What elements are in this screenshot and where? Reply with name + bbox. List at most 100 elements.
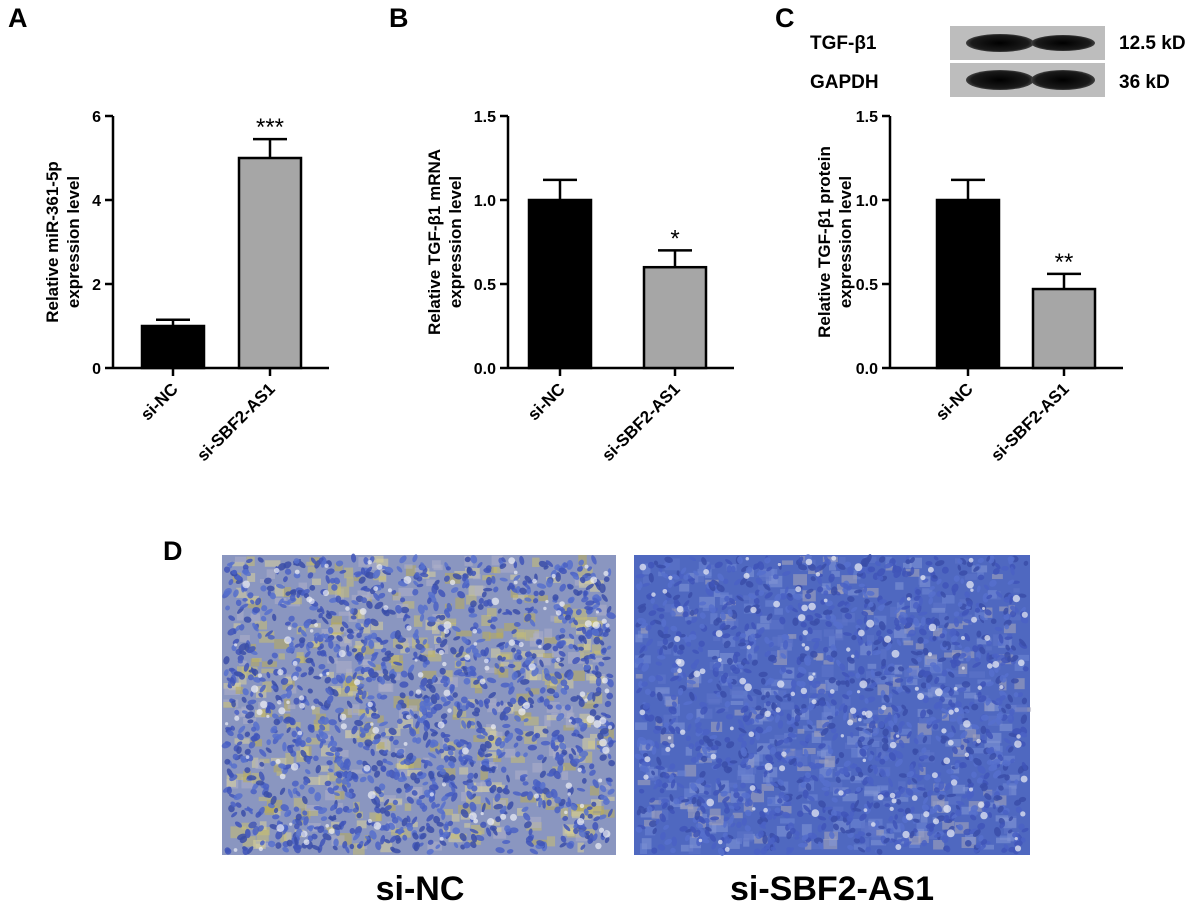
tissue-patch: [873, 615, 887, 626]
tissue-gap: [443, 628, 450, 634]
cell-nucleus: [823, 646, 829, 653]
cell-nucleus: [275, 584, 285, 589]
cell-nucleus: [313, 698, 320, 704]
cell-nucleus: [573, 828, 579, 835]
cell-nucleus: [502, 840, 511, 844]
cell-nucleus: [238, 725, 246, 734]
cell-nucleus: [531, 653, 537, 659]
tissue-patch: [530, 649, 545, 658]
cell-nucleus: [899, 739, 905, 749]
tissue-patch: [226, 775, 237, 787]
cell-nucleus: [223, 669, 229, 677]
cell-nucleus: [486, 677, 497, 684]
tissue-patch: [844, 742, 856, 750]
cell-nucleus: [926, 709, 934, 715]
cell-nucleus: [573, 823, 578, 829]
cell-nucleus: [680, 567, 687, 575]
cell-nucleus: [385, 760, 394, 766]
cell-nucleus: [595, 671, 602, 679]
y-tick-label: 0.5: [474, 277, 496, 294]
tissue-patch: [523, 716, 539, 726]
tissue-patch: [589, 785, 600, 796]
cell-nucleus: [440, 676, 449, 684]
cell-nucleus: [329, 746, 338, 753]
tissue-patch: [407, 699, 421, 712]
tissue-gap: [777, 680, 785, 688]
tissue-gap: [500, 813, 507, 820]
tissue-gap: [643, 774, 649, 780]
cell-nucleus: [267, 634, 275, 640]
cell-nucleus: [306, 825, 315, 830]
tissue-gap: [1014, 845, 1022, 852]
tissue-patch: [400, 642, 410, 654]
cell-nucleus: [475, 834, 485, 842]
tissue-patch: [367, 559, 378, 570]
cell-nucleus: [325, 687, 333, 696]
tissue-patch: [828, 635, 835, 647]
tissue-patch: [965, 728, 977, 738]
tissue-patch: [863, 717, 874, 724]
tissue-patch: [449, 622, 457, 628]
tissue-gap: [906, 597, 911, 601]
cell-nucleus: [495, 737, 502, 747]
tissue-gap: [980, 811, 988, 820]
cell-nucleus: [592, 822, 599, 831]
cell-nucleus: [345, 675, 353, 684]
blot-size-label: 36 kD: [1119, 72, 1170, 93]
cell-nucleus: [231, 569, 237, 575]
tissue-patch: [593, 813, 600, 820]
cell-nucleus: [376, 636, 382, 643]
cell-nucleus: [412, 588, 419, 596]
cell-nucleus: [288, 717, 296, 726]
tissue-patch: [829, 836, 837, 846]
tissue-gap: [234, 643, 238, 647]
cell-nucleus: [528, 828, 533, 836]
cell-nucleus: [725, 757, 731, 764]
tissue-patch: [637, 779, 651, 786]
cell-nucleus: [899, 596, 905, 606]
cell-nucleus: [434, 579, 440, 586]
cell-nucleus: [320, 738, 327, 744]
tissue-patch: [780, 806, 792, 814]
tissue-gap: [812, 672, 816, 676]
tissue-patch: [578, 580, 593, 588]
tissue-gap: [750, 606, 757, 614]
x-tick-label: si-NC: [524, 379, 569, 424]
cell-nucleus: [504, 825, 511, 833]
cell-nucleus: [258, 677, 266, 682]
y-tick-label: 0: [92, 361, 101, 378]
tissue-gap: [847, 719, 854, 726]
cell-nucleus: [551, 658, 556, 664]
tissue-gap: [367, 818, 372, 823]
cell-nucleus: [399, 597, 406, 603]
cell-nucleus: [426, 678, 434, 685]
cell-nucleus: [304, 769, 311, 775]
cell-nucleus: [519, 587, 527, 595]
cell-nucleus: [406, 825, 414, 832]
cell-nucleus: [986, 652, 990, 662]
cell-nucleus: [437, 625, 445, 632]
tissue-patch: [688, 844, 701, 855]
tissue-gap: [601, 677, 608, 684]
cell-nucleus: [907, 778, 912, 786]
cell-nucleus: [427, 616, 437, 623]
y-axis-label: Relative TGF-β1 protein expression level: [815, 146, 855, 338]
tissue-patch: [986, 732, 1002, 744]
cell-nucleus: [281, 600, 291, 605]
tissue-patch: [492, 827, 502, 832]
tissue-patch: [933, 628, 943, 637]
cell-nucleus: [692, 649, 700, 654]
cell-nucleus: [367, 660, 376, 668]
cell-nucleus: [439, 614, 446, 621]
cell-nucleus: [662, 638, 669, 646]
tissue-patch: [761, 783, 775, 791]
cell-nucleus: [589, 709, 597, 717]
cell-nucleus: [395, 604, 403, 614]
cell-nucleus: [832, 733, 839, 741]
tissue-gap: [815, 572, 821, 577]
cell-nucleus: [462, 666, 469, 676]
tissue-gap: [508, 639, 516, 646]
cell-nucleus: [356, 843, 362, 849]
cell-nucleus: [250, 788, 257, 795]
cell-nucleus: [910, 806, 915, 813]
